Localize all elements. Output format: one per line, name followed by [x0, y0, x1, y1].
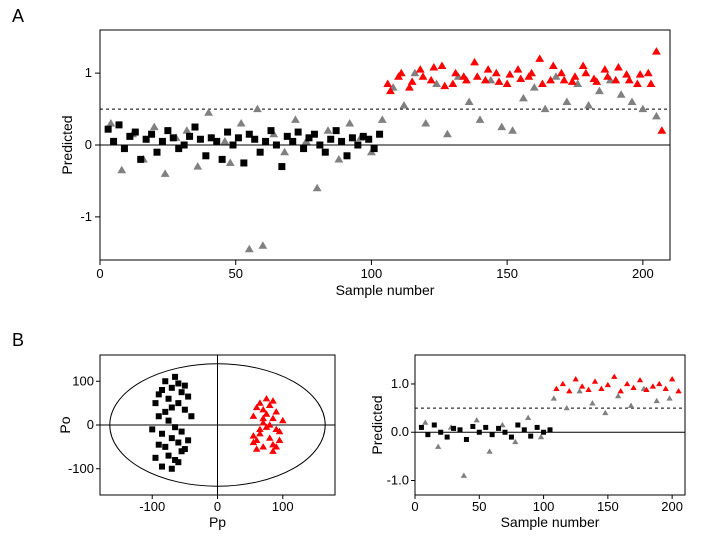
svg-text:100: 100: [361, 266, 383, 281]
svg-text:Po: Po: [60, 416, 73, 433]
svg-text:Sample number: Sample number: [501, 514, 600, 530]
svg-text:0: 0: [411, 499, 418, 514]
svg-text:-100: -100: [139, 499, 165, 514]
svg-text:0.0: 0.0: [391, 424, 409, 439]
svg-text:50: 50: [472, 499, 486, 514]
svg-text:-1.0: -1.0: [387, 473, 409, 488]
svg-text:100: 100: [72, 373, 94, 388]
svg-text:0: 0: [214, 499, 221, 514]
svg-text:150: 150: [496, 266, 518, 281]
svg-text:Predicted: Predicted: [370, 395, 385, 454]
panel-a-label: A: [12, 6, 24, 27]
panel-b-right-chart: 0 50 100 150 200 -1.0 0.0 1.0 Sample number Predi…: [370, 350, 690, 530]
svg-text:Predicted: Predicted: [60, 115, 75, 174]
svg-text:1.0: 1.0: [391, 376, 409, 391]
svg-text:-100: -100: [68, 461, 94, 476]
panel-b-left-chart: -100 0 100 -100 0 100 Pp Po: [60, 350, 340, 530]
panel-a-chart: 0 50 100 150 200 -1 0 1 Sample number Predicted: [60, 20, 680, 300]
svg-text:150: 150: [597, 499, 619, 514]
svg-text:50: 50: [228, 266, 242, 281]
svg-text:Sample number: Sample number: [336, 282, 435, 298]
svg-text:-1: -1: [80, 209, 92, 224]
svg-text:0: 0: [87, 417, 94, 432]
svg-text:1: 1: [85, 65, 92, 80]
svg-text:200: 200: [661, 499, 683, 514]
svg-text:Pp: Pp: [209, 514, 226, 530]
svg-text:200: 200: [632, 266, 654, 281]
panel-b-label: B: [12, 330, 24, 351]
svg-text:0: 0: [96, 266, 103, 281]
svg-text:0: 0: [85, 137, 92, 152]
svg-text:100: 100: [272, 499, 294, 514]
svg-text:100: 100: [533, 499, 555, 514]
